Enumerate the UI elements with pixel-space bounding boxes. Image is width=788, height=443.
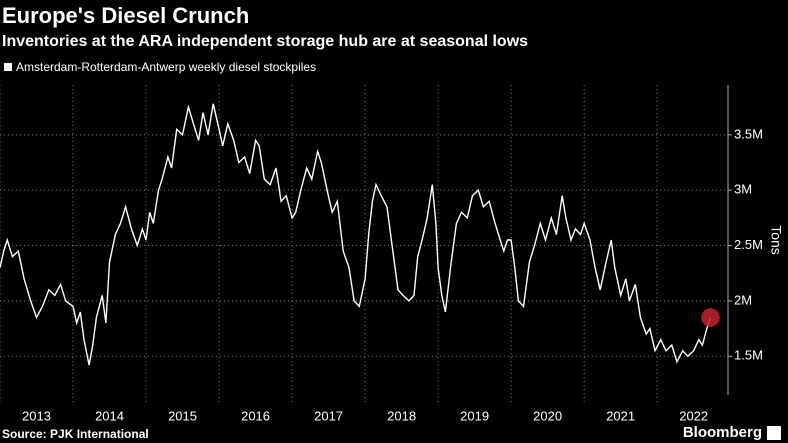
source: Source: PJK International	[2, 427, 149, 441]
legend-swatch	[4, 63, 12, 71]
y-tick-label: 1.5M	[734, 348, 763, 363]
x-tick-label: 2017	[314, 408, 343, 423]
x-tick-label: 2016	[241, 408, 270, 423]
y-axis-label: Tons	[768, 225, 784, 255]
x-tick-label: 2013	[22, 408, 51, 423]
y-tick-label: 2M	[734, 292, 752, 307]
x-tick-label: 2022	[679, 408, 708, 423]
y-tick-label: 3.5M	[734, 126, 763, 141]
legend-label: Amsterdam-Rotterdam-Antwerp weekly diese…	[16, 60, 316, 74]
line-series	[0, 103, 712, 366]
highlight-point	[700, 308, 720, 327]
x-tick-label: 2021	[606, 408, 635, 423]
chart-subtitle: Inventories at the ARA independent stora…	[2, 33, 528, 50]
chart-title: Europe's Diesel Crunch	[2, 3, 249, 28]
y-tick-label: 3M	[734, 182, 752, 197]
x-tick-label: 2015	[168, 408, 197, 423]
brand-icon	[767, 426, 781, 440]
brand: Bloomberg	[683, 424, 762, 441]
x-tick-label: 2019	[460, 408, 489, 423]
x-tick-label: 2020	[533, 408, 562, 423]
x-tick-label: 2014	[95, 408, 124, 423]
x-tick-label: 2018	[387, 408, 416, 423]
y-tick-label: 2.5M	[734, 237, 763, 252]
